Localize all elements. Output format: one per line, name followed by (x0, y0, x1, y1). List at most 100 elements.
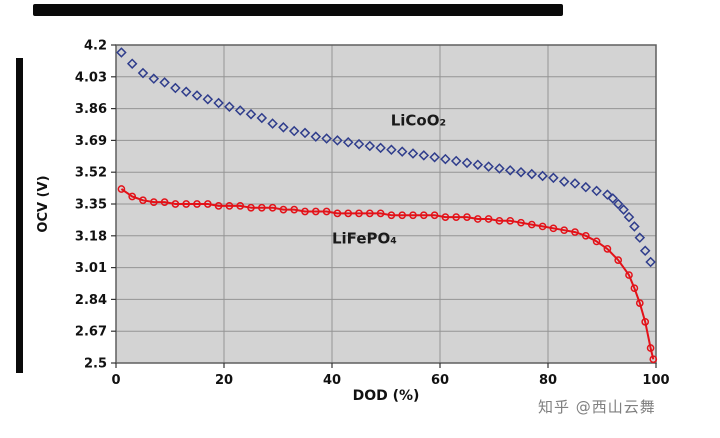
series-lifepo4-marker (128, 192, 137, 201)
series-lifepo4-marker (117, 185, 126, 193)
series-licoo2-marker (483, 161, 494, 172)
y-tick-label: 2.67 (75, 325, 107, 340)
series-lifepo4-marker (398, 211, 407, 220)
x-tick-label: 60 (431, 373, 449, 388)
series-lifepo4-marker (322, 207, 331, 216)
series-licoo2-marker (137, 67, 149, 79)
ocv-dod-chart: 2.5 2.67 2.84 3.01 3.18 3.35 3.52 3.69 3.86 4.03 4… (28, 10, 688, 410)
series-lifepo4-marker (344, 209, 353, 218)
y-tick-label: 3.18 (75, 229, 107, 244)
series-lifepo4-marker (160, 198, 169, 206)
series-licoo2-marker (407, 148, 419, 159)
series-lifepo4-marker (193, 200, 201, 208)
series-lifepo4-marker (463, 213, 471, 221)
series-licoo2-marker (332, 135, 343, 146)
x-tick-label: 0 (111, 373, 120, 388)
series-licoo2-marker (645, 256, 656, 268)
x-tick-label: 40 (323, 373, 341, 388)
series-lifepo4-marker (257, 203, 266, 212)
y-tick-label: 3.01 (75, 261, 107, 276)
series-licoo2-marker (429, 151, 440, 163)
series-licoo2-marker (299, 127, 311, 139)
series-licoo2-marker (450, 155, 462, 167)
series-lifepo4-marker (646, 344, 655, 352)
series-licoo2-marker (375, 142, 386, 154)
series-lifepo4-marker (538, 222, 547, 231)
series-licoo2-marker (288, 125, 300, 137)
series-licoo2-marker (537, 170, 548, 182)
x-tick-label: 80 (539, 373, 557, 388)
series-lifepo4-marker (473, 215, 482, 223)
series-licoo2-marker (126, 58, 138, 69)
series-lifepo4-marker (247, 203, 255, 212)
series-licoo2-marker (602, 189, 613, 200)
x-tick-label: 100 (642, 373, 669, 388)
series-lifepo4-marker (571, 228, 579, 236)
series-licoo2-marker (224, 101, 235, 112)
series-licoo2-marker (267, 118, 278, 129)
series-licoo2-marker (461, 157, 473, 169)
series-licoo2-marker (634, 232, 646, 243)
series-licoo2-marker (148, 73, 160, 84)
y-tick-label: 4.03 (75, 70, 107, 85)
series-licoo2-marker (310, 131, 322, 142)
series-lifepo4-marker (517, 218, 525, 227)
x-axis-label: DOD (%) (352, 388, 420, 404)
series-licoo2-marker (618, 204, 629, 215)
series-lifepo4-marker (149, 198, 158, 206)
series-lifepo4-marker (387, 211, 396, 220)
series-lifepo4-marker (333, 209, 342, 218)
y-tick-label: 4.2 (84, 39, 107, 54)
series-lifepo4-marker (419, 211, 428, 220)
series-lifepo4-marker (171, 200, 180, 208)
series-licoo2-marker (364, 140, 376, 152)
series-lifepo4-marker (236, 202, 245, 210)
series-licoo2-marker (526, 168, 538, 180)
annotation-lifepo4: LiFePO₄ (332, 229, 397, 247)
series-lifepo4-marker (311, 207, 320, 216)
series-licoo2-marker (321, 133, 332, 144)
series-licoo2-marker (612, 198, 624, 210)
series-lifepo4-marker (484, 215, 493, 223)
series-lifepo4-marker (527, 220, 536, 229)
series-lifepo4-marker (560, 226, 569, 235)
watermark: 知乎 @西山云舞 (538, 396, 656, 417)
series-lifepo4-marker (225, 202, 234, 210)
series-lifepo4-marker (355, 209, 363, 218)
series-lifepo4-marker (139, 196, 147, 205)
series-licoo2-marker (396, 146, 408, 157)
series-lifepo4-marker (376, 209, 385, 218)
series-licoo2-marker (278, 122, 289, 133)
watermark-text: 知乎 @西山云舞 (538, 398, 656, 416)
left-frame-bar (16, 58, 23, 373)
annotation-licoo2: LiCoO₂ (391, 111, 446, 129)
series-lifepo4-marker (441, 213, 450, 221)
series-lifepo4-marker (268, 203, 277, 212)
series-licoo2-marker (342, 137, 354, 148)
series-licoo2-marker (202, 93, 214, 105)
series-licoo2-marker (170, 82, 181, 94)
series-licoo2-marker (386, 144, 397, 156)
series-lifepo4-marker (452, 213, 461, 221)
series-lifepo4-marker (581, 231, 590, 240)
series-licoo2-marker (629, 221, 640, 232)
series-lifepo4-marker (649, 355, 658, 364)
series-licoo2-marker (116, 47, 127, 58)
series-licoo2-marker (569, 178, 581, 189)
y-axis-label-text: OCV (V) (36, 175, 51, 233)
series-licoo2-marker (623, 211, 635, 223)
series-licoo2-marker (180, 86, 192, 98)
series-licoo2-marker (245, 108, 257, 120)
y-tick-label: 3.52 (75, 166, 107, 181)
series-lifepo4-marker (203, 200, 212, 208)
series-licoo2-marker (353, 138, 365, 150)
series-licoo2-marker (191, 90, 203, 101)
series-licoo2-marker (440, 153, 451, 165)
series-licoo2-marker (639, 245, 651, 257)
series-lifepo4-marker (641, 317, 650, 326)
y-tick-label: 3.35 (75, 198, 107, 213)
series-licoo2-marker (213, 97, 224, 109)
series-lifepo4-marker (630, 284, 639, 293)
series-licoo2-marker (159, 77, 170, 88)
